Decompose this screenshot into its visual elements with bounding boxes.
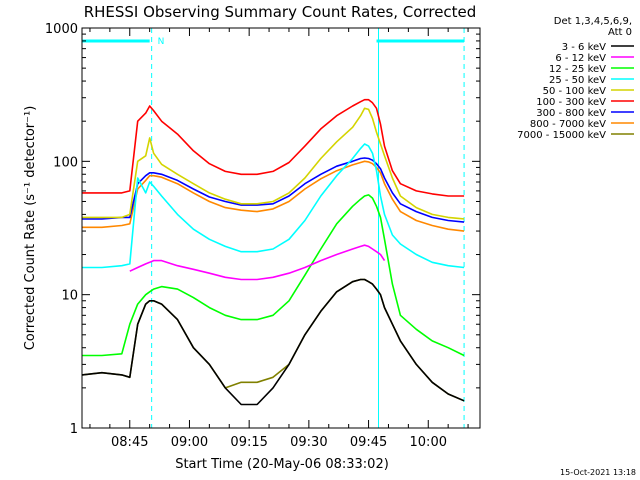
chart-title: RHESSI Observing Summary Count Rates, Co… [84, 3, 477, 21]
legend-entry-label: 12 - 25 keV [549, 64, 606, 75]
plot-frame [81, 27, 481, 429]
legend-header: Det 1,3,4,5,6,9, [554, 16, 632, 27]
plot-area: N [81, 28, 465, 428]
legend-entry-label: 100 - 300 keV [536, 97, 606, 108]
y-axis: 1 10 100 1000 [45, 22, 480, 437]
x-tick-label: 09:00 [171, 435, 208, 450]
x-tick-label: 09:15 [230, 435, 267, 450]
series-line [82, 107, 465, 220]
legend-entry-label: 6 - 12 keV [555, 53, 606, 64]
legend-entry-label: 25 - 50 keV [549, 75, 606, 86]
series-line [82, 157, 465, 223]
legend-entry-label: 300 - 800 keV [536, 108, 606, 119]
x-axis: 08:45 09:00 09:15 09:30 09:45 10:00 [89, 28, 469, 450]
legend-entry-label: 50 - 100 keV [543, 86, 607, 97]
legend-entry-label: 800 - 7000 keV [530, 119, 606, 130]
x-tick-label: 10:00 [410, 435, 447, 450]
y-tick-label: 10 [61, 289, 78, 304]
x-axis-label: Start Time (20-May-06 08:33:02) [175, 457, 389, 472]
generated-timestamp: 15-Oct-2021 13:18 [560, 468, 636, 477]
y-tick-label: 1000 [45, 22, 78, 37]
y-tick-label: 100 [53, 155, 78, 170]
series-line [82, 160, 465, 232]
legend-header: Att 0 [608, 27, 632, 38]
series-line [82, 194, 465, 357]
series-line [129, 244, 386, 281]
x-tick-label: 09:45 [350, 435, 387, 450]
y-tick-label: 1 [70, 422, 78, 437]
x-tick-label: 09:30 [290, 435, 327, 450]
night-marker-label: N [158, 37, 165, 47]
series-line [81, 278, 465, 406]
series-line [82, 143, 465, 269]
legend-entry-label: 7000 - 15000 keV [517, 130, 606, 141]
legend-entry-label: 3 - 6 keV [562, 42, 606, 53]
series-line [82, 98, 465, 197]
x-tick-label: 08:45 [111, 435, 148, 450]
y-axis-label: Corrected Count Rate (s⁻¹ detector⁻¹) [23, 106, 38, 351]
